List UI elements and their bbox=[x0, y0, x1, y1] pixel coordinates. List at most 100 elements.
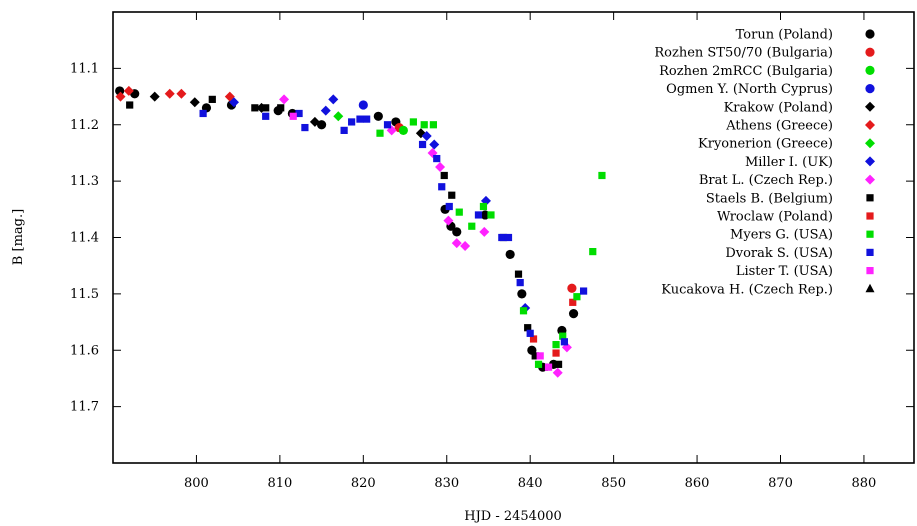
series-points bbox=[398, 125, 408, 135]
data-point bbox=[251, 104, 259, 112]
data-point bbox=[440, 171, 448, 180]
legend-marker bbox=[865, 65, 875, 75]
x-tick-label: 840 bbox=[518, 476, 543, 491]
legend-marker bbox=[865, 47, 875, 57]
legend-label: Krakow (Poland) bbox=[724, 100, 833, 115]
legend-marker bbox=[865, 156, 875, 167]
data-point bbox=[568, 309, 579, 319]
legend-marker bbox=[866, 248, 874, 256]
legend-marker bbox=[865, 120, 875, 130]
data-point bbox=[514, 270, 523, 278]
data-point bbox=[526, 329, 534, 337]
legend-label: Rozhen ST50/70 (Bulgaria) bbox=[654, 46, 833, 61]
data-point bbox=[228, 97, 239, 108]
data-point bbox=[529, 335, 538, 343]
y-axis-title: B [mag.] bbox=[11, 209, 26, 265]
data-point bbox=[451, 238, 462, 249]
data-point bbox=[554, 360, 563, 368]
data-point bbox=[589, 247, 597, 256]
series-points bbox=[199, 109, 588, 346]
y-tick-label: 11.2 bbox=[70, 118, 99, 133]
legend-label: Dvorak S. (USA) bbox=[725, 246, 833, 261]
legend-marker bbox=[865, 138, 875, 149]
data-point bbox=[277, 104, 285, 112]
x-tick-labels: 800 810 820 830 840 850 860 870 880 bbox=[184, 476, 876, 491]
series-points bbox=[529, 298, 577, 357]
legend-label: Kucakova H. (Czech Rep.) bbox=[661, 282, 833, 297]
data-point bbox=[573, 293, 581, 301]
y-tick-label: 11.4 bbox=[70, 231, 99, 246]
x-axis-title: HJD - 2454000 bbox=[464, 509, 562, 524]
data-point bbox=[455, 208, 463, 216]
data-point bbox=[560, 338, 568, 346]
data-point bbox=[383, 121, 392, 129]
data-point bbox=[420, 121, 428, 129]
x-tick-label: 820 bbox=[351, 476, 376, 491]
data-point bbox=[409, 118, 417, 126]
data-point bbox=[320, 105, 331, 116]
data-point bbox=[452, 227, 462, 237]
data-point bbox=[398, 125, 408, 135]
legend: Torun (Poland) Rozhen ST50/70 (Bulgaria) R… bbox=[654, 28, 875, 297]
x-tick-label: 800 bbox=[184, 476, 209, 491]
data-point bbox=[552, 367, 563, 378]
data-point bbox=[445, 202, 453, 211]
data-point bbox=[536, 352, 544, 360]
legend-label: Staels B. (Belgium) bbox=[706, 191, 833, 206]
x-tick-label: 860 bbox=[685, 476, 710, 491]
data-point bbox=[468, 222, 476, 230]
axis-ticks bbox=[113, 12, 914, 463]
legend-label: Myers G. (USA) bbox=[730, 228, 833, 243]
data-point bbox=[579, 287, 588, 295]
data-point bbox=[429, 139, 440, 150]
legend-marker bbox=[866, 194, 874, 202]
data-point bbox=[443, 215, 454, 226]
legend-marker bbox=[866, 212, 874, 220]
legend-marker bbox=[865, 174, 875, 185]
legend-label: Brat L. (Czech Rep.) bbox=[699, 173, 833, 188]
data-point bbox=[373, 111, 383, 121]
data-point bbox=[262, 112, 270, 120]
series-points bbox=[149, 91, 426, 139]
data-point bbox=[487, 211, 495, 219]
data-point bbox=[340, 126, 348, 134]
legend-marker bbox=[865, 283, 875, 293]
series-points bbox=[126, 95, 563, 371]
data-point bbox=[433, 154, 441, 163]
legend-label: Wroclaw (Poland) bbox=[717, 210, 833, 225]
data-point bbox=[115, 91, 126, 102]
data-point bbox=[199, 109, 207, 118]
y-tick-label: 11.5 bbox=[70, 287, 99, 302]
data-point bbox=[517, 289, 527, 299]
data-point bbox=[262, 104, 270, 112]
legend-label: Rozhen 2mRCC (Bulgaria) bbox=[659, 64, 833, 79]
data-point bbox=[540, 363, 548, 371]
data-point bbox=[309, 116, 320, 127]
data-points bbox=[115, 85, 606, 378]
data-point bbox=[279, 94, 290, 105]
data-point bbox=[126, 101, 134, 109]
x-tick-label: 880 bbox=[852, 476, 877, 491]
legend-marker bbox=[865, 84, 875, 94]
data-point bbox=[505, 249, 515, 260]
data-point bbox=[559, 332, 567, 340]
data-point bbox=[552, 349, 560, 357]
y-tick-labels: 11.1 11.2 11.3 11.4 11.5 11.6 11.7 bbox=[70, 61, 99, 414]
data-point bbox=[569, 298, 577, 306]
series-points bbox=[358, 100, 368, 110]
legend-label: Miller I. (UK) bbox=[745, 155, 833, 170]
data-point bbox=[524, 324, 532, 332]
data-point bbox=[519, 307, 528, 315]
y-tick-label: 11.6 bbox=[70, 343, 99, 358]
legend-label: Athens (Greece) bbox=[725, 119, 833, 134]
y-tick-label: 11.1 bbox=[70, 61, 99, 76]
data-point bbox=[189, 97, 200, 108]
legend-label: Ogmen Y. (North Cyprus) bbox=[666, 82, 833, 97]
y-tick-label: 11.3 bbox=[70, 174, 99, 189]
data-point bbox=[460, 240, 471, 251]
data-point bbox=[376, 129, 384, 137]
data-point bbox=[429, 121, 437, 129]
legend-marker bbox=[865, 101, 875, 112]
x-tick-label: 870 bbox=[768, 476, 793, 491]
